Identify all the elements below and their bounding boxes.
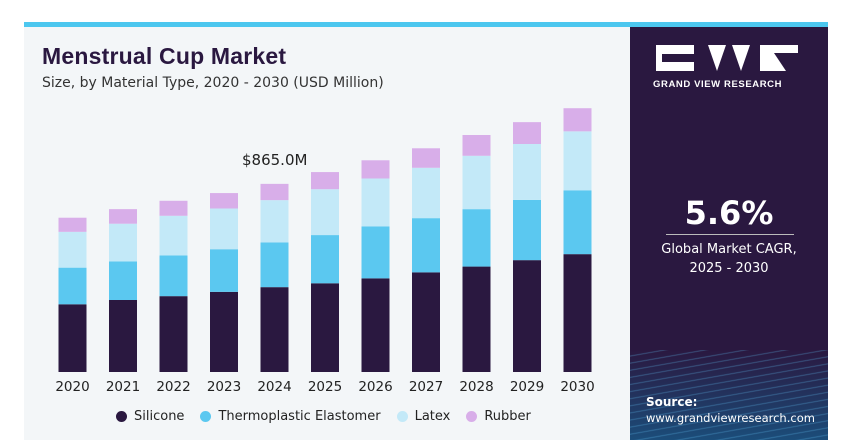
bar-silicone-2030 [563,254,592,372]
bar-silicone-2021 [109,300,137,372]
bar-thermoplastic-2027 [412,218,440,273]
sidebar-panel: GRAND VIEW RESEARCH 5.6% Global Market C… [630,27,828,440]
decorative-wave [630,350,828,440]
bar-thermoplastic-2021 [109,261,137,300]
legend-label-latex: Latex [414,409,451,424]
x-tick-label-2030: 2030 [560,379,594,395]
x-tick-label-2020: 2020 [55,379,89,395]
bar-rubber-2025 [311,172,339,190]
chart-subtitle: Size, by Material Type, 2020 - 2030 (USD… [42,75,384,91]
grand-view-research-logo [656,45,798,71]
brand-name: GRAND VIEW RESEARCH [653,79,783,90]
bar-latex-2024 [260,200,289,243]
legend-item-thermoplastic: Thermoplastic Elastomer [200,409,381,424]
bar-rubber-2022 [159,200,188,216]
bar-rubber-2023 [210,193,238,209]
cagr-label: Global Market CAGR, 2025 - 2030 [630,240,828,278]
bar-rubber-2030 [563,108,592,132]
source-label: Source: [646,395,698,409]
x-tick-label-2023: 2023 [207,379,241,395]
bar-rubber-2027 [412,148,440,168]
bar-rubber-2028 [462,135,491,156]
bar-silicone-2029 [513,260,541,372]
bar-silicone-2026 [361,278,390,372]
bar-rubber-2021 [109,209,137,224]
bar-thermoplastic-2024 [260,242,289,288]
x-tick-label-2028: 2028 [459,379,493,395]
bar-thermoplastic-2030 [563,190,592,255]
cagr-value: 5.6% [684,194,774,232]
bar-latex-2027 [412,167,440,219]
bar-latex-2029 [513,144,541,200]
cagr-divider [666,234,794,235]
x-tick-label-2021: 2021 [106,379,140,395]
legend-swatch-latex [396,411,408,422]
bar-rubber-2020 [58,217,87,232]
bar-thermoplastic-2023 [210,249,238,292]
legend-swatch-thermoplastic [200,411,212,422]
cagr-label-line-2: 2025 - 2030 [689,261,769,276]
bar-silicone-2022 [159,296,188,372]
bar-silicone-2028 [462,266,491,372]
bar-silicone-2025 [311,283,339,372]
bar-silicone-2023 [210,291,238,372]
bar-thermoplastic-2026 [361,226,390,279]
bar-latex-2020 [58,231,87,268]
legend-label-rubber: Rubber [484,409,531,424]
bar-latex-2025 [311,189,339,236]
bar-latex-2030 [563,131,592,191]
bar-silicone-2027 [412,272,440,372]
x-tick-label-2022: 2022 [156,379,190,395]
stacked-bar-chart: 2020 2021 2022 2023 2024 2025 2026 2027 2028 2029… [55,108,595,395]
x-tick-label-2026: 2026 [358,379,392,395]
bar-latex-2028 [462,155,491,210]
bar-thermoplastic-2029 [513,199,541,261]
x-tick-label-2027: 2027 [409,379,443,395]
bar-thermoplastic-2020 [58,267,87,305]
bar-rubber-2024 [260,183,289,201]
chart-title: Menstrual Cup Market [42,43,287,69]
legend-label-silicone: Silicone [134,409,185,424]
bar-rubber-2029 [513,122,541,144]
legend-swatch-rubber [466,411,478,422]
bar-latex-2023 [210,208,238,250]
bar-thermoplastic-2022 [159,255,188,297]
x-tick-label-2025: 2025 [308,379,342,395]
legend-swatch-silicone [116,411,127,422]
legend-item-rubber: Rubber [466,409,531,424]
x-tick-label-2029: 2029 [510,379,544,395]
bar-latex-2026 [361,178,390,227]
legend-item-latex: Latex [396,409,451,424]
bar-latex-2021 [109,223,137,262]
legend-label-thermoplastic: Thermoplastic Elastomer [218,409,381,424]
cagr-label-line-1: Global Market CAGR, [661,242,797,257]
bar-thermoplastic-2025 [311,235,339,284]
source-link[interactable]: www.grandviewresearch.com [646,411,815,425]
bar-latex-2022 [159,215,188,256]
bar-thermoplastic-2028 [462,209,491,267]
bar-silicone-2020 [58,304,87,372]
value-callout: $865.0M [242,151,308,169]
bar-rubber-2026 [361,160,390,179]
bar-silicone-2024 [260,287,289,372]
x-tick-label-2024: 2024 [257,379,291,395]
chart-card: Menstrual Cup Market Size, by Material T… [24,22,828,440]
legend-item-silicone: Silicone [116,409,184,424]
chart-legend: Silicone Thermoplastic Elastomer Latex R… [116,409,531,424]
